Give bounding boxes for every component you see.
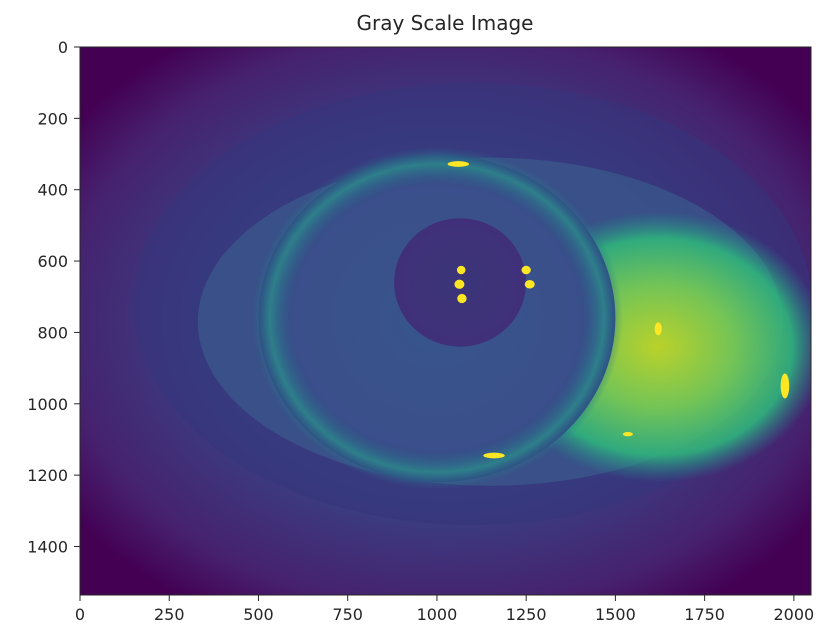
y-tick-label: 600 bbox=[37, 252, 68, 271]
axes-frame bbox=[79, 46, 812, 596]
specular-highlight bbox=[780, 373, 790, 399]
specular-highlight bbox=[654, 322, 662, 336]
x-tick-label: 750 bbox=[332, 605, 363, 624]
x-axis: 0 250 500 750 1000 1250 1500 1750 2000 bbox=[75, 595, 814, 624]
y-tick-label: 1400 bbox=[27, 537, 68, 556]
specular-highlight bbox=[483, 452, 505, 459]
plot-area bbox=[80, 47, 811, 595]
x-tick-label: 1250 bbox=[506, 605, 547, 624]
x-tick-label: 1000 bbox=[417, 605, 458, 624]
x-tick-label: 1500 bbox=[595, 605, 636, 624]
y-tick-label: 1200 bbox=[27, 466, 68, 485]
y-axis: 0 200 400 600 800 1000 1200 1400 bbox=[27, 38, 80, 556]
specular-highlight bbox=[447, 161, 470, 167]
chart-title: Gray Scale Image bbox=[357, 11, 534, 35]
specular-highlight bbox=[457, 293, 467, 304]
x-tick-label: 500 bbox=[243, 605, 274, 624]
y-tick-label: 400 bbox=[37, 181, 68, 200]
x-tick-label: 2000 bbox=[774, 605, 815, 624]
x-tick-label: 0 bbox=[75, 605, 85, 624]
y-tick-label: 1000 bbox=[27, 395, 68, 414]
specular-highlight bbox=[622, 431, 633, 437]
y-tick-label: 0 bbox=[58, 38, 68, 57]
specular-highlight bbox=[456, 265, 466, 275]
x-tick-label: 1750 bbox=[684, 605, 725, 624]
y-tick-label: 800 bbox=[37, 323, 68, 342]
x-tick-label: 250 bbox=[154, 605, 185, 624]
y-tick-label: 200 bbox=[37, 109, 68, 128]
specular-highlight bbox=[521, 265, 531, 275]
specular-highlight bbox=[454, 279, 465, 289]
specular-highlight bbox=[524, 279, 535, 289]
